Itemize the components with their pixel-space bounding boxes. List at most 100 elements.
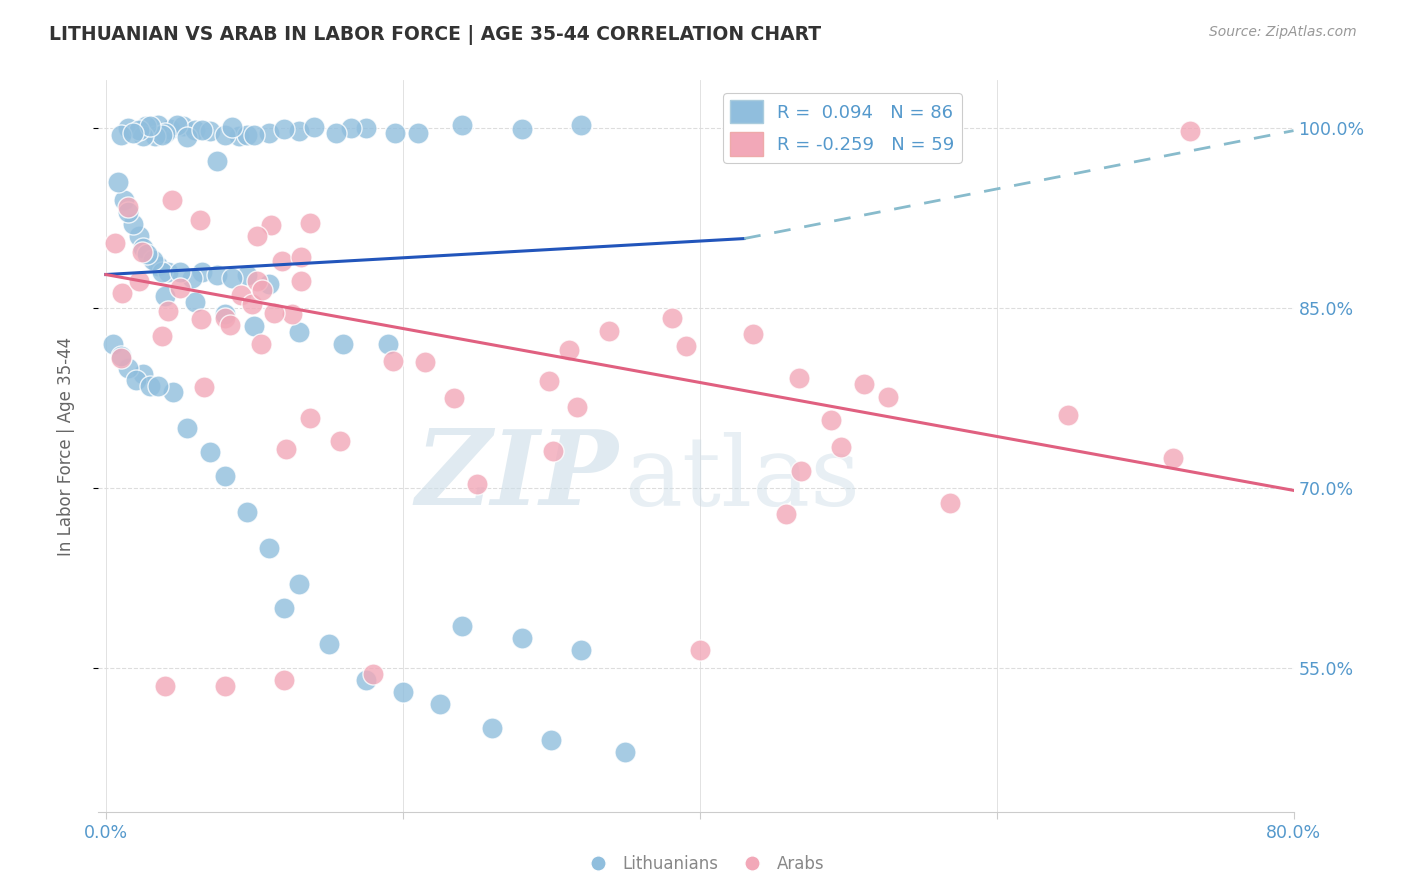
Text: LITHUANIAN VS ARAB IN LABOR FORCE | AGE 35-44 CORRELATION CHART: LITHUANIAN VS ARAB IN LABOR FORCE | AGE … — [49, 25, 821, 45]
Point — [139, 379, 162, 393]
Point — [382, 354, 405, 368]
Point — [938, 496, 960, 510]
Point — [451, 619, 474, 633]
Point — [190, 311, 212, 326]
Point — [1057, 408, 1080, 422]
Text: atlas: atlas — [624, 432, 860, 526]
Point — [191, 265, 214, 279]
Point — [429, 697, 451, 711]
Point — [569, 643, 592, 657]
Point — [249, 337, 271, 351]
Point — [205, 153, 228, 168]
Point — [451, 118, 474, 132]
Point — [121, 127, 143, 141]
Point — [231, 287, 253, 301]
Point — [354, 121, 377, 136]
Point — [162, 385, 184, 400]
Point — [318, 637, 340, 651]
Point — [543, 444, 565, 458]
Point — [150, 128, 173, 142]
Point — [565, 401, 588, 415]
Point — [221, 120, 243, 135]
Point — [263, 306, 285, 320]
Point — [143, 129, 166, 144]
Point — [510, 631, 533, 645]
Point — [325, 126, 347, 140]
Point — [142, 253, 165, 268]
Point — [188, 213, 211, 227]
Point — [181, 271, 204, 285]
Point — [675, 338, 697, 352]
Point — [236, 505, 259, 519]
Point — [169, 265, 191, 279]
Point — [205, 268, 228, 282]
Point — [288, 325, 311, 339]
Point — [384, 126, 406, 140]
Point — [240, 296, 263, 310]
Point — [191, 123, 214, 137]
Point — [169, 281, 191, 295]
Point — [377, 337, 399, 351]
Point — [787, 371, 810, 385]
Point — [136, 247, 159, 261]
Point — [110, 128, 132, 142]
Point — [110, 351, 132, 365]
Point — [260, 218, 283, 232]
Point — [830, 440, 852, 454]
Point — [214, 128, 236, 142]
Point — [391, 685, 413, 699]
Point — [156, 304, 179, 318]
Point — [288, 577, 311, 591]
Point — [128, 229, 150, 244]
Point — [790, 464, 813, 478]
Point — [184, 123, 207, 137]
Point — [110, 349, 132, 363]
Point — [246, 228, 269, 243]
Point — [443, 391, 465, 405]
Point — [121, 217, 143, 231]
Legend: R =  0.094   N = 86, R = -0.259   N = 59: R = 0.094 N = 86, R = -0.259 N = 59 — [723, 93, 962, 163]
Point — [146, 379, 169, 393]
Point — [273, 673, 295, 687]
Point — [243, 128, 266, 143]
Point — [117, 205, 139, 219]
Point — [112, 193, 135, 207]
Point — [661, 310, 683, 325]
Point — [150, 329, 173, 343]
Point — [160, 193, 183, 207]
Point — [741, 326, 763, 341]
Point — [176, 421, 198, 435]
Point — [104, 236, 127, 251]
Point — [198, 445, 221, 459]
Point — [124, 373, 146, 387]
Point — [214, 469, 236, 483]
Point — [128, 274, 150, 288]
Point — [257, 126, 280, 140]
Point — [288, 124, 311, 138]
Text: Source: ZipAtlas.com: Source: ZipAtlas.com — [1209, 25, 1357, 39]
Point — [243, 319, 266, 334]
Point — [257, 541, 280, 555]
Point — [340, 120, 363, 135]
Point — [540, 732, 562, 747]
Point — [1161, 450, 1184, 465]
Point — [214, 307, 236, 321]
Point — [117, 120, 139, 135]
Point — [302, 120, 325, 134]
Point — [146, 118, 169, 132]
Point — [415, 355, 437, 369]
Point — [111, 285, 134, 300]
Point — [273, 600, 295, 615]
Point — [406, 126, 429, 140]
Point — [236, 268, 259, 282]
Point — [155, 289, 177, 303]
Point — [228, 129, 250, 144]
Point — [159, 122, 181, 136]
Point — [157, 265, 180, 279]
Point — [128, 123, 150, 137]
Point — [139, 119, 162, 133]
Point — [146, 259, 169, 273]
Point — [298, 216, 321, 230]
Point — [1178, 123, 1201, 137]
Point — [853, 377, 876, 392]
